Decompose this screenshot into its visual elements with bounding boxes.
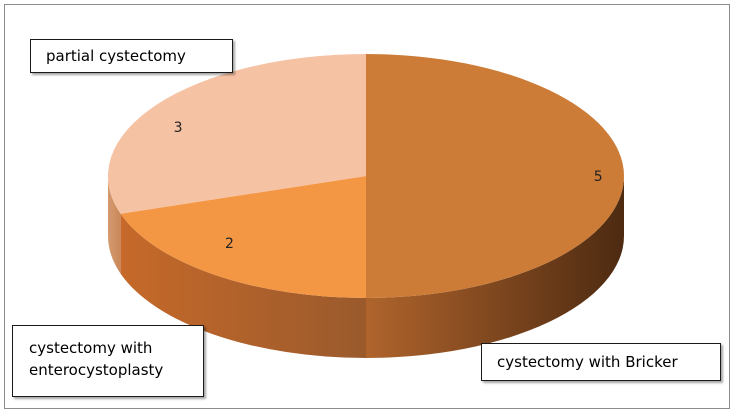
pie-slice-2 [108,54,366,214]
callout-partial-text: partial cystectomy [46,47,186,65]
callout-bricker-text: cystectomy with Bricker [497,353,678,371]
data-label-1: 2 [225,236,234,252]
callout-bricker: cystectomy with Bricker [481,343,721,381]
callout-partial-cystectomy: partial cystectomy [30,39,233,73]
pie-side-2 [108,176,121,274]
callout-entero-line1: cystectomy with [29,339,153,357]
pie-side-1 [120,213,366,358]
data-label-0: 5 [594,169,603,185]
pie-slice-0 [366,54,624,298]
callout-enterocystoplasty: cystectomy with enterocystoplasty [12,325,204,397]
callout-entero-line2: enterocystoplasty [29,361,164,379]
pie-side-0 [366,176,624,358]
pie-slice-1 [120,176,366,298]
data-label-2: 3 [174,120,183,136]
